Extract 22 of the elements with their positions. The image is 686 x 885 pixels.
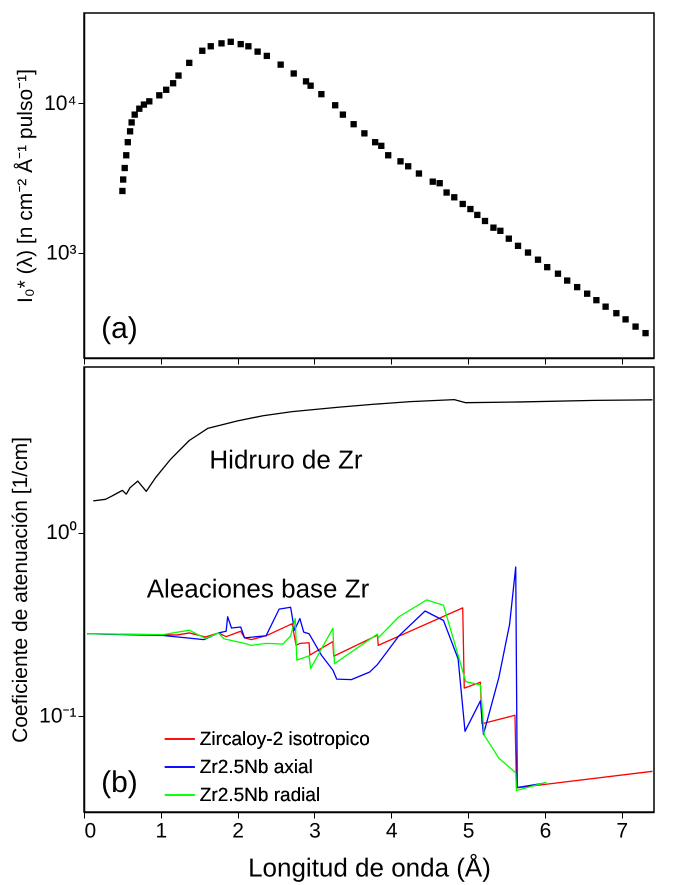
annotation: (b): [101, 766, 138, 799]
annotation: Aleaciones base Zr: [146, 574, 370, 604]
y-tick-label: 10⁰: [46, 521, 76, 544]
x-axis-title: Longitud de onda (Å): [248, 852, 491, 882]
x-tick-label: 0: [84, 820, 96, 842]
x-tick-label: 4: [386, 820, 398, 842]
legend-label: Zr2.5Nb radial: [200, 785, 320, 806]
x-tick-label: 5: [462, 820, 474, 842]
x-tick-label: 6: [540, 820, 552, 842]
y-tick-label: 10⁴: [44, 92, 76, 115]
legend-label: Zr2.5Nb axial: [200, 757, 313, 778]
x-tick-label: 1: [155, 820, 168, 842]
y-tick-label: 10⁻¹: [39, 704, 76, 728]
x-tick-label: 3: [309, 820, 321, 842]
y-axis-title: I₀* (λ) [n cm⁻² Å⁻¹ pulso⁻¹]: [13, 69, 38, 303]
x-tick-label: 2: [232, 820, 244, 842]
x-tick-label: 7: [616, 820, 628, 842]
y-axis-title: Coeficiente de atenuación [1/cm]: [9, 437, 32, 743]
legend-label: Zircaloy-2 isotropico: [200, 729, 370, 750]
annotation: (a): [101, 312, 138, 345]
y-tick-label: 10³: [46, 242, 76, 265]
annotation: Hidruro de Zr: [209, 444, 363, 474]
